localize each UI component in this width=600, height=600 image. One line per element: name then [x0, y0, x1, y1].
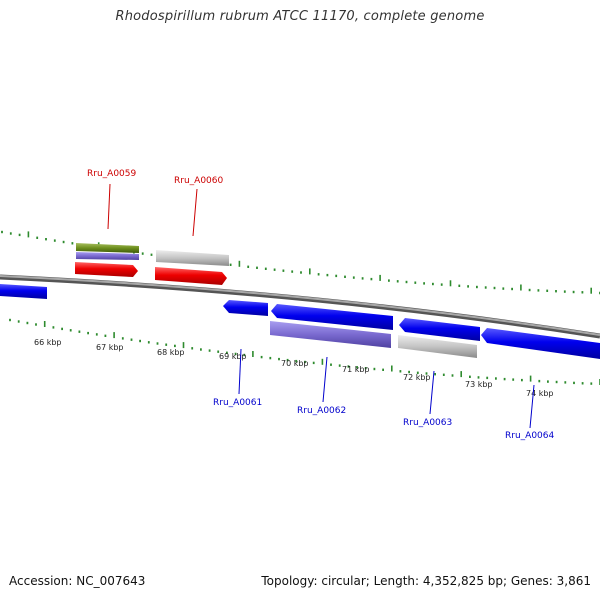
gene-label-rru-a0062[interactable]: Rru_A0062 — [297, 406, 346, 416]
cog-bar-purple — [76, 252, 139, 260]
genome-summary-text: Topology: circular; Length: 4,352,825 bp… — [261, 574, 591, 588]
ruler-tick-label: 67 kbp — [96, 343, 124, 352]
ruler-tick-label: 70 kbp — [281, 359, 309, 368]
gene-labels: Rru_A0059 Rru_A0060 Rru_A0061 Rru_A0062 … — [87, 169, 554, 441]
ruler-tick-label: 73 kbp — [465, 380, 493, 389]
gene-label-rru-a0059[interactable]: Rru_A0059 — [87, 169, 136, 179]
gene-label-rru-a0064[interactable]: Rru_A0064 — [505, 431, 554, 441]
gene-label-rru-a0060[interactable]: Rru_A0060 — [174, 176, 223, 186]
ruler-tick-label: 72 kbp — [403, 373, 431, 382]
gene-label-rru-a0063[interactable]: Rru_A0063 — [403, 418, 452, 428]
cog-bar-purple-inner — [270, 321, 391, 348]
outer-dotted-ring — [1, 230, 600, 295]
cds-rru-a0063[interactable] — [399, 318, 480, 341]
cog-bar-green — [76, 243, 139, 253]
cds-rru-a0062[interactable] — [271, 304, 393, 330]
cog-bar-grey — [156, 250, 229, 266]
ruler-tick-label: 68 kbp — [157, 348, 185, 357]
ruler-tick-label: 69 kbp — [219, 352, 247, 361]
cds-left-partial[interactable] — [0, 284, 47, 299]
backbone — [0, 274, 600, 339]
map-title: Rhodospirillum rubrum ATCC 11170, comple… — [115, 9, 485, 24]
inner-dotted-ring — [9, 318, 600, 385]
gene-label-rru-a0061[interactable]: Rru_A0061 — [213, 398, 262, 408]
cds-rru-a0060[interactable] — [155, 267, 227, 285]
ruler-tick-labels: 66 kbp 67 kbp 68 kbp 69 kbp 70 kbp 71 kbp 72 k… — [34, 338, 554, 398]
cog-bar-grey-inner — [398, 335, 477, 358]
ruler-tick-label: 74 kbp — [526, 389, 554, 398]
gene-label-leaders — [107, 183, 535, 429]
cds-rru-a0061[interactable] — [223, 300, 268, 316]
ruler-tick-label: 71 kbp — [342, 365, 370, 374]
cds-rru-a0059[interactable] — [75, 262, 138, 277]
gene-features — [0, 243, 600, 359]
accession-text: Accession: NC_007643 — [9, 574, 146, 588]
ruler-tick-label: 66 kbp — [34, 338, 62, 347]
cds-rru-a0064[interactable] — [481, 328, 600, 359]
